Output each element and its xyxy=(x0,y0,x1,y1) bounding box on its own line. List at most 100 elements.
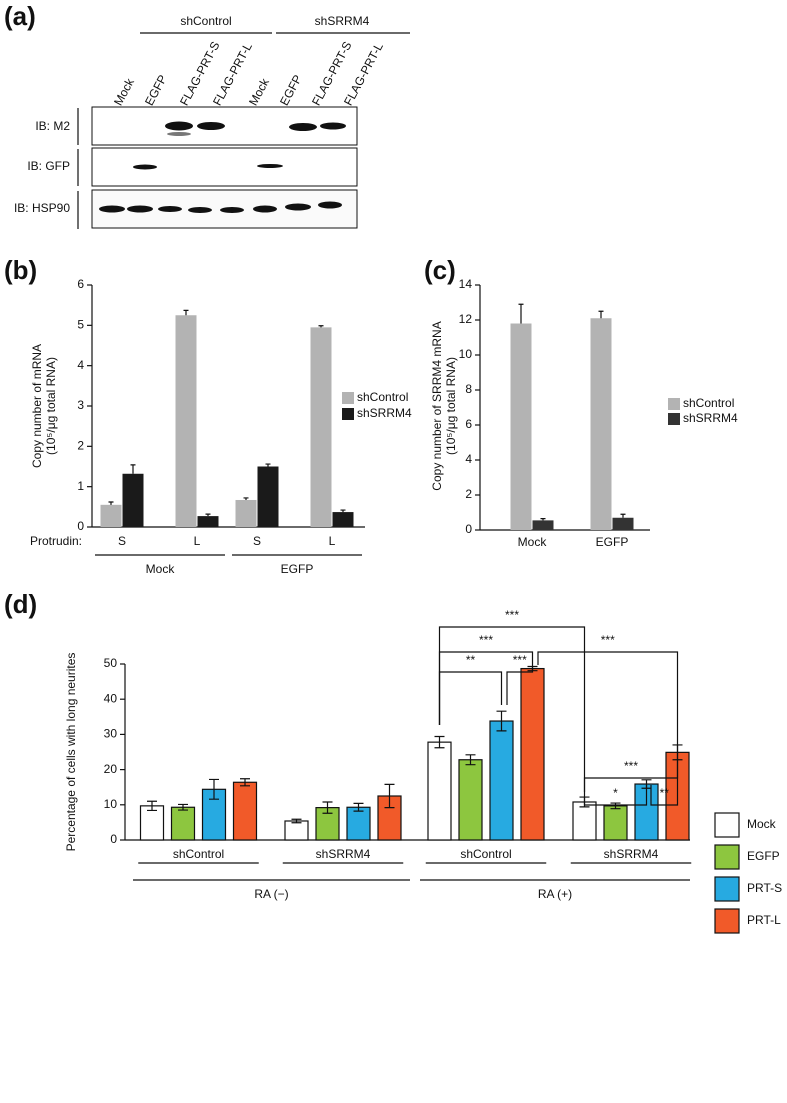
y-axis-label: Percentage of cells with long neurites xyxy=(64,653,78,852)
bands xyxy=(99,121,346,213)
y-tick-label: 3 xyxy=(77,398,84,412)
group-label: shSRRM4 xyxy=(315,14,370,28)
legend-swatch xyxy=(714,876,740,902)
y-tick-label: 6 xyxy=(77,277,84,291)
significance-bracket xyxy=(438,671,503,725)
error-bar xyxy=(240,778,250,787)
y-tick-label: 8 xyxy=(465,382,472,396)
bar xyxy=(520,667,545,841)
y-axis-label: Copy number of SRRM4 mRNA xyxy=(430,321,444,490)
bar xyxy=(232,781,258,841)
error-bar xyxy=(108,501,114,505)
error-bar xyxy=(209,778,219,800)
y-tick-label: 0 xyxy=(110,832,117,846)
lane-label: Mock xyxy=(246,75,272,108)
bar xyxy=(310,327,332,527)
group-label: RA (+) xyxy=(538,887,572,901)
error-bar xyxy=(465,754,476,766)
significance-bracket xyxy=(537,651,679,760)
legend-label: EGFP xyxy=(747,849,780,863)
error-bar xyxy=(598,310,604,319)
bar xyxy=(427,741,452,841)
y-tick-label: 1 xyxy=(77,479,84,493)
significance-bracket xyxy=(650,760,679,806)
x-prefix: Protrudin: xyxy=(30,534,82,548)
significance-bracket xyxy=(583,785,648,806)
band xyxy=(318,201,342,209)
row-label: IB: HSP90 xyxy=(14,201,70,215)
bar xyxy=(346,806,371,841)
x-tick-label: Mock xyxy=(518,535,548,549)
significance-label: ** xyxy=(660,786,670,800)
y-tick-label: 4 xyxy=(465,452,472,466)
band xyxy=(253,205,277,213)
bar xyxy=(572,801,597,841)
significance-label: *** xyxy=(479,633,493,647)
y-tick-label: 10 xyxy=(459,347,473,361)
bar xyxy=(170,806,196,841)
legend-label: PRT-S xyxy=(747,881,782,895)
x-tick-label: shSRRM4 xyxy=(316,847,371,861)
legend-swatch xyxy=(714,844,740,870)
error-bar xyxy=(265,463,271,467)
x-tick-label: S xyxy=(118,534,126,548)
error-bar xyxy=(205,513,211,517)
y-tick-label: 30 xyxy=(104,727,118,741)
band xyxy=(220,207,244,213)
band xyxy=(127,205,153,213)
bar xyxy=(612,517,634,530)
significance-label: *** xyxy=(505,608,519,622)
band xyxy=(285,203,311,211)
group-label: EGFP xyxy=(281,562,314,576)
error-bar xyxy=(147,800,157,812)
bar xyxy=(100,504,122,527)
y-tick-label: 0 xyxy=(465,522,472,536)
row-label: IB: GFP xyxy=(27,159,70,173)
significance-label: ** xyxy=(466,653,476,667)
lane-label: EGFP xyxy=(277,72,305,107)
error-bar xyxy=(322,801,333,814)
legend-label: PRT-L xyxy=(747,913,781,927)
group-label: shControl xyxy=(180,14,231,28)
bar xyxy=(590,318,612,530)
legend-swatch xyxy=(668,398,680,410)
band xyxy=(289,123,317,131)
y-axis-label: (10⁵/μg total RNA) xyxy=(444,357,458,455)
x-tick-label: L xyxy=(329,534,336,548)
legend-label: Mock xyxy=(747,817,777,831)
error-bar xyxy=(496,710,507,732)
y-tick-label: 5 xyxy=(77,318,84,332)
error-bar xyxy=(620,513,626,518)
band xyxy=(165,121,193,131)
y-tick-label: 2 xyxy=(465,487,472,501)
panel-label: (a) xyxy=(4,1,36,31)
legend-label: shControl xyxy=(683,396,734,410)
significance-label: *** xyxy=(624,759,638,773)
y-tick-label: 20 xyxy=(104,762,118,776)
x-tick-label: shSRRM4 xyxy=(604,847,659,861)
y-tick-label: 12 xyxy=(459,312,473,326)
legend-swatch xyxy=(714,908,740,934)
y-tick-label: 14 xyxy=(459,277,473,291)
panel-label: (b) xyxy=(4,255,37,285)
lane-label: EGFP xyxy=(142,72,170,107)
error-bar xyxy=(178,803,188,811)
error-bar xyxy=(610,802,621,810)
error-bar xyxy=(291,818,302,824)
band xyxy=(320,122,346,130)
y-tick-label: 6 xyxy=(465,417,472,431)
error-bar xyxy=(130,464,136,474)
bar xyxy=(332,512,354,527)
row-label: IB: M2 xyxy=(35,119,70,133)
legend-label: shControl xyxy=(357,390,408,404)
y-axis-label: Copy number of mRNA xyxy=(30,344,44,468)
band xyxy=(167,132,191,136)
significance-label: *** xyxy=(601,633,615,647)
legend-swatch xyxy=(342,408,354,420)
x-tick-label: S xyxy=(253,534,261,548)
legend-swatch xyxy=(668,413,680,425)
x-tick-label: shControl xyxy=(460,847,511,861)
band xyxy=(197,122,225,130)
error-bar xyxy=(434,735,445,749)
error-bar xyxy=(318,325,324,328)
